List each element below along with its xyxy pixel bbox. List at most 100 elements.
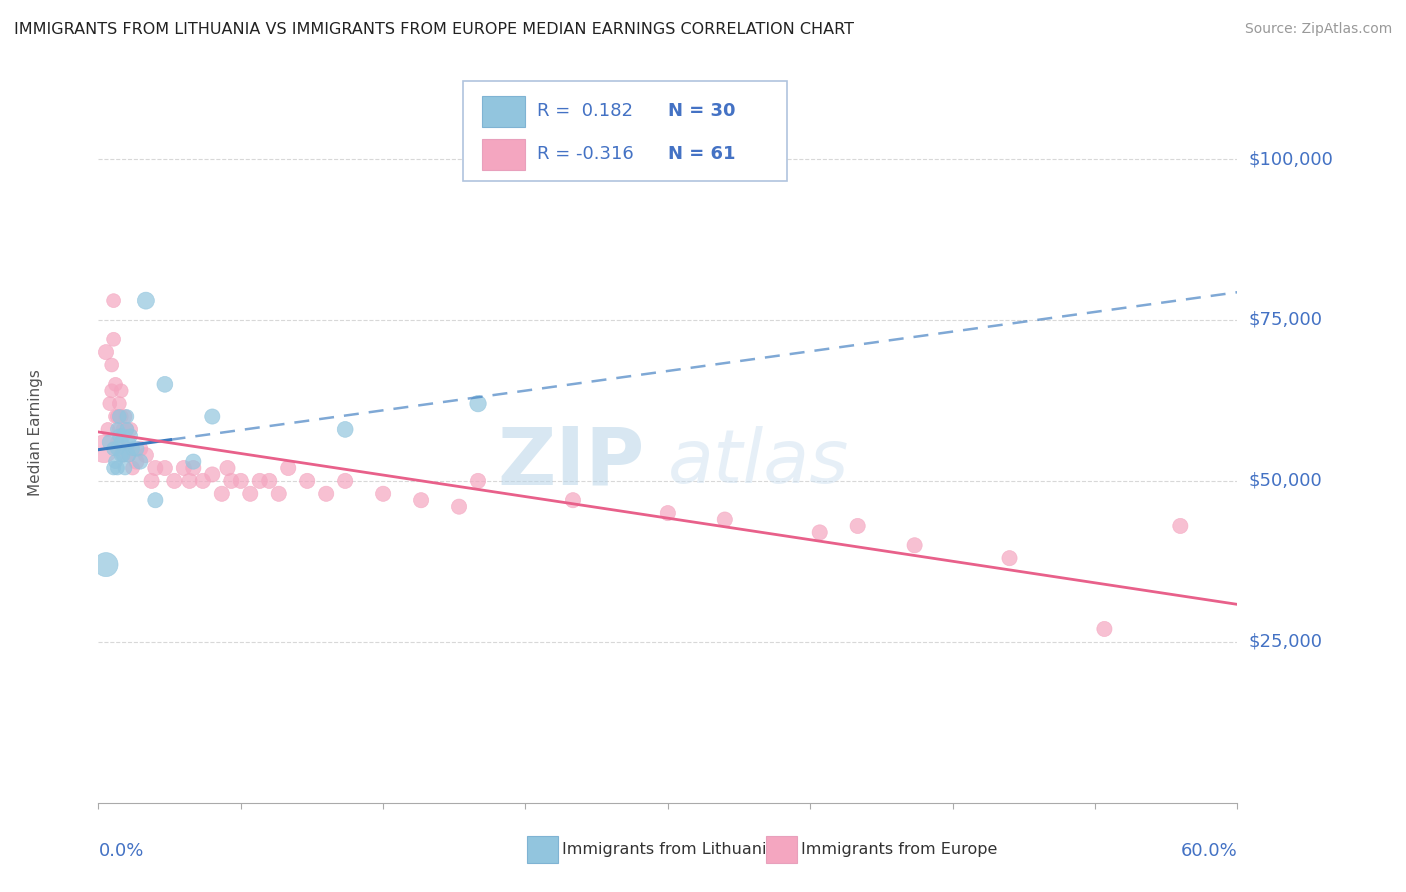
Point: [110, 435, 132, 450]
Point: [411, 493, 433, 508]
Point: [98, 435, 121, 450]
Point: [107, 461, 129, 475]
Point: [846, 519, 869, 533]
Point: [808, 525, 831, 540]
Point: [229, 474, 252, 488]
Point: [103, 442, 125, 456]
Text: Immigrants from Lithuania: Immigrants from Lithuania: [562, 842, 776, 856]
Point: [115, 422, 138, 436]
Text: R =  0.182: R = 0.182: [537, 102, 633, 120]
Text: 60.0%: 60.0%: [1181, 842, 1237, 860]
Point: [191, 474, 214, 488]
Text: Immigrants from Europe: Immigrants from Europe: [801, 842, 998, 856]
Point: [467, 474, 489, 488]
Point: [153, 377, 176, 392]
Text: N = 30: N = 30: [668, 102, 735, 120]
Point: [104, 454, 127, 468]
Point: [201, 467, 224, 482]
Point: [107, 435, 129, 450]
FancyBboxPatch shape: [463, 81, 787, 181]
Point: [120, 429, 142, 443]
Bar: [482, 139, 526, 170]
Point: [221, 474, 243, 488]
Point: [108, 429, 131, 443]
Point: [657, 506, 679, 520]
Point: [179, 474, 201, 488]
Point: [103, 293, 125, 308]
Point: [267, 487, 290, 501]
Point: [115, 422, 138, 436]
Point: [998, 551, 1021, 566]
Point: [103, 332, 125, 346]
Point: [129, 454, 152, 468]
Point: [112, 429, 135, 443]
Point: [211, 487, 233, 501]
Text: 0.0%: 0.0%: [98, 842, 143, 860]
Point: [108, 422, 131, 436]
Point: [141, 474, 163, 488]
Point: [1094, 622, 1116, 636]
Point: [467, 397, 489, 411]
Point: [153, 461, 176, 475]
Point: [114, 409, 136, 424]
Point: [135, 293, 157, 308]
Point: [135, 448, 157, 462]
Point: [110, 448, 132, 462]
Point: [145, 461, 167, 475]
Text: N = 61: N = 61: [668, 145, 735, 163]
Point: [125, 442, 148, 456]
Point: [107, 442, 129, 456]
Text: atlas: atlas: [668, 426, 849, 499]
Point: [107, 409, 129, 424]
Point: [163, 474, 186, 488]
Point: [183, 461, 205, 475]
Point: [110, 384, 132, 398]
Text: IMMIGRANTS FROM LITHUANIA VS IMMIGRANTS FROM EUROPE MEDIAN EARNINGS CORRELATION : IMMIGRANTS FROM LITHUANIA VS IMMIGRANTS …: [14, 22, 853, 37]
Point: [94, 345, 117, 359]
Text: $50,000: $50,000: [1249, 472, 1322, 490]
Point: [110, 409, 132, 424]
Point: [121, 442, 143, 456]
Point: [97, 422, 120, 436]
Bar: [482, 95, 526, 127]
Point: [120, 422, 142, 436]
Point: [183, 454, 205, 468]
Point: [371, 487, 394, 501]
Point: [249, 474, 271, 488]
Point: [121, 461, 143, 475]
Point: [173, 461, 195, 475]
Point: [449, 500, 471, 514]
Point: [335, 422, 357, 436]
Point: [118, 435, 141, 450]
Point: [115, 442, 138, 456]
Point: [297, 474, 319, 488]
Point: [107, 422, 129, 436]
Point: [145, 493, 167, 508]
Text: Median Earnings: Median Earnings: [28, 369, 44, 496]
Point: [108, 409, 131, 424]
Point: [201, 409, 224, 424]
Point: [112, 422, 135, 436]
Text: $75,000: $75,000: [1249, 311, 1323, 329]
Point: [114, 461, 136, 475]
Point: [93, 442, 115, 456]
Point: [100, 358, 122, 372]
Point: [259, 474, 281, 488]
Point: [112, 448, 135, 462]
Text: R = -0.316: R = -0.316: [537, 145, 634, 163]
Point: [217, 461, 239, 475]
Point: [118, 448, 141, 462]
Point: [103, 461, 125, 475]
Point: [125, 454, 148, 468]
Point: [277, 461, 299, 475]
Point: [904, 538, 927, 552]
Point: [239, 487, 262, 501]
Point: [108, 397, 131, 411]
Point: [118, 448, 141, 462]
Text: ZIP: ZIP: [498, 423, 645, 501]
Text: Source: ZipAtlas.com: Source: ZipAtlas.com: [1244, 22, 1392, 37]
Point: [112, 448, 135, 462]
Point: [94, 558, 117, 572]
Point: [562, 493, 585, 508]
Point: [98, 397, 121, 411]
